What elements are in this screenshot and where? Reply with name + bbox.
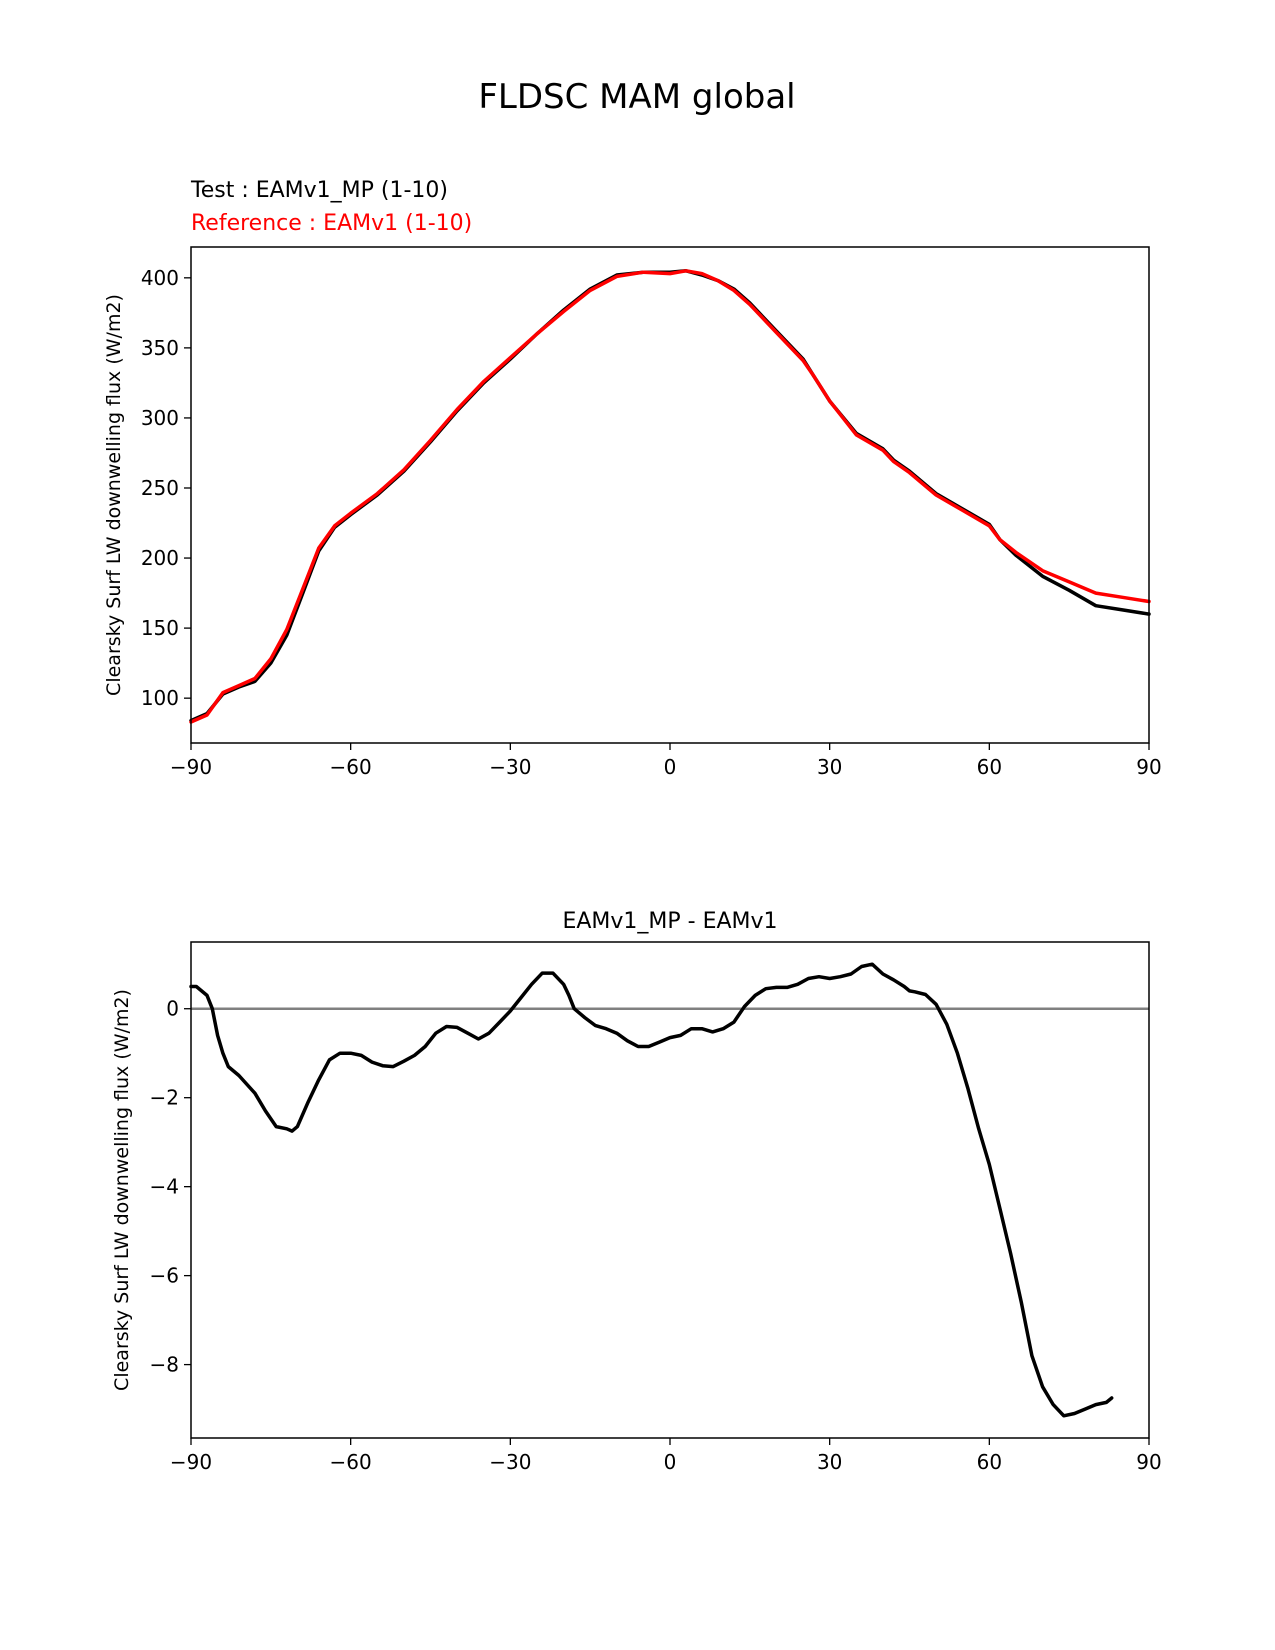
bottom-plot-title: EAMv1_MP - EAMv1 [562,909,777,934]
bottom-x-tick-label: −90 [170,1450,212,1474]
top-y-tick-label: 100 [141,686,179,710]
bottom-x-tick-label: −30 [489,1450,531,1474]
bottom-x-tick-label: 30 [817,1450,842,1474]
bottom-x-tick-label: −60 [330,1450,372,1474]
top-series-line-reference [189,269,1151,724]
top-x-tick-label: 90 [1136,755,1161,779]
bottom-y-tick-label: −8 [150,1353,179,1377]
bottom-x-tick-label: 90 [1136,1450,1161,1474]
bottom-axes-frame [190,941,1150,1439]
top-axes-frame [190,246,1150,744]
bottom-y-tick-label: −4 [150,1175,179,1199]
top-plot-area: −90 −60 −30 0 30 60 90 100 150 200 250 300 350 400 [141,266,1162,779]
top-y-tick-label: 250 [141,476,179,500]
top-x-tick-label: −60 [330,755,372,779]
bottom-series-line-difference [189,962,1114,1418]
legend-reference-label: Reference : EAMv1 (1-10) [191,211,472,236]
top-series-line-test [189,269,1151,723]
top-x-tick-label: 0 [664,755,677,779]
figure-title: FLDSC MAM global [478,77,795,117]
panel-top: Test : EAMv1_MP (1-10) Reference : EAMv1… [103,178,1162,779]
top-y-axis-label: Clearsky Surf LW downwelling flux (W/m2) [103,294,125,696]
top-y-tick-label: 300 [141,406,179,430]
top-x-tick-label: 30 [817,755,842,779]
bottom-y-tick-label: 0 [166,997,179,1021]
legend-test-label: Test : EAMv1_MP (1-10) [190,178,448,203]
top-x-tick-label: −90 [170,755,212,779]
bottom-plot-area: −90 −60 −30 0 30 60 90 0 −2 −4 −6 −8 [150,962,1162,1474]
top-y-tick-label: 150 [141,616,179,640]
bottom-y-tick-label: −6 [150,1264,179,1288]
panel-bottom: EAMv1_MP - EAMv1 −90 −60 −30 0 30 60 90 0 −2 −4 −6… [111,909,1162,1474]
top-x-tick-label: 60 [977,755,1002,779]
top-y-tick-label: 400 [141,266,179,290]
bottom-y-tick-label: −2 [150,1086,179,1110]
bottom-y-axis-label: Clearsky Surf LW downwelling flux (W/m2) [111,989,133,1391]
bottom-x-tick-label: 60 [977,1450,1002,1474]
top-x-tick-label: −30 [489,755,531,779]
top-y-tick-label: 350 [141,336,179,360]
top-y-tick-label: 200 [141,546,179,570]
bottom-x-tick-label: 0 [664,1450,677,1474]
